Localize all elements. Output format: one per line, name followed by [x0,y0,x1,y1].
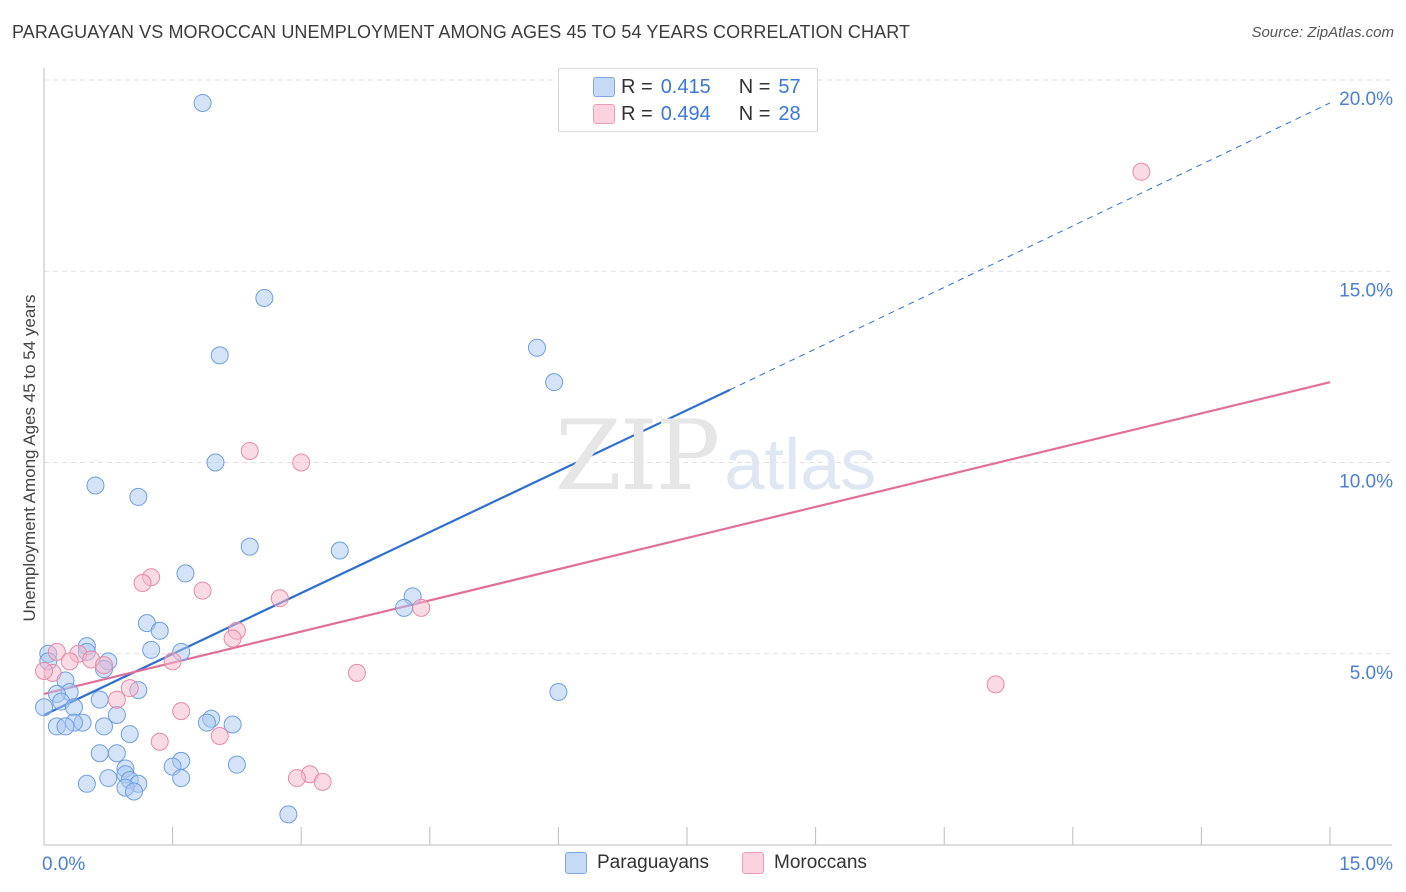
legend-swatch-paraguayans [565,852,587,874]
point-paraguayans [129,487,148,506]
legend-label-moroccans: Moroccans [774,852,867,873]
legend-n-value: 28 [778,102,801,125]
point-moroccans [240,442,259,461]
point-paraguayans [549,683,568,701]
point-moroccans [107,690,126,709]
point-paraguayans [125,782,144,801]
point-moroccans [287,769,306,788]
legend-r-label: R = [621,75,653,98]
chart-title: PARAGUAYAN VS MOROCCAN UNEMPLOYMENT AMON… [12,22,911,42]
point-paraguayans [56,717,75,736]
point-moroccans [133,573,152,592]
point-paraguayans [223,715,242,734]
legend-row-moroccans: R = 0.494 N = 28 [593,102,801,126]
y-tick-label: 5.0% [1350,663,1393,684]
point-paraguayans [395,598,414,617]
legend-swatch-paraguayans [593,77,615,97]
point-paraguayans [90,690,109,709]
point-moroccans [60,652,79,671]
point-paraguayans [95,717,114,736]
y-tick-label: 20.0% [1339,89,1393,110]
legend-item-moroccans: Moroccans [742,852,867,874]
point-paraguayans [255,289,274,308]
point-paraguayans [197,713,216,732]
point-paraguayans [330,541,349,560]
y-tick-labels: 5.0% 10.0% 15.0% 20.0% [1339,89,1393,684]
legend-label-paraguayans: Paraguayans [597,852,709,873]
point-moroccans [270,589,289,608]
point-moroccans [412,598,431,617]
point-paraguayans [65,698,84,717]
y-tick-label: 15.0% [1339,280,1393,301]
legend-n-value: 57 [778,75,801,98]
point-paraguayans [120,725,139,744]
trend-line-moroccans [43,381,1331,695]
point-moroccans [163,652,182,671]
x-tick-label: 15.0% [1339,854,1393,875]
legend-r-value: 0.494 [660,102,711,125]
point-paraguayans [206,453,225,472]
point-moroccans [47,642,66,661]
legend-r-label: R = [621,102,653,125]
point-paraguayans [35,698,53,717]
point-paraguayans [107,744,126,763]
watermark-atlas: atlas [724,425,877,505]
series-legend: Paraguayans Moroccans [0,852,1406,878]
point-paraguayans [77,774,96,793]
point-paraguayans [545,373,564,392]
legend-n-label: N = [738,102,771,125]
point-paraguayans [176,564,195,583]
x-tick-labels: 0.0% 15.0% [42,854,1393,875]
legend-row-paraguayans: R = 0.415 N = 57 [593,75,801,99]
y-tick-label: 10.0% [1339,472,1393,493]
point-moroccans [120,679,139,698]
trend-lines [43,102,1331,716]
point-moroccans [292,453,311,472]
point-paraguayans [279,805,298,824]
point-paraguayans [90,744,109,763]
point-moroccans [193,581,212,600]
point-paraguayans [150,621,169,640]
point-paraguayans [240,537,259,556]
point-moroccans [1132,162,1151,181]
y-axis-label: Unemployment Among Ages 45 to 54 years [20,294,39,622]
data-points [35,93,1151,824]
point-moroccans [313,772,332,791]
point-paraguayans [142,640,161,659]
point-moroccans [223,629,242,648]
point-paraguayans [99,769,118,788]
point-paraguayans [210,346,229,365]
correlation-legend: R = 0.415 N = 57 R = 0.494 N = 28 [558,68,818,132]
point-moroccans [95,656,114,675]
gridlines [44,79,1392,655]
legend-swatch-moroccans [742,852,764,874]
point-paraguayans [227,755,246,774]
legend-item-paraguayans: Paraguayans [565,852,709,874]
x-tick-label: 0.0% [42,854,85,875]
trend-extension-paraguayans [729,102,1331,391]
point-paraguayans [172,769,191,788]
point-moroccans [986,675,1005,694]
point-paraguayans [86,476,105,495]
point-moroccans [347,663,366,682]
source-credit: Source: ZipAtlas.com [1251,24,1394,41]
legend-r-value: 0.415 [660,75,711,98]
point-moroccans [150,732,169,751]
point-moroccans [35,661,53,680]
point-moroccans [172,702,191,721]
legend-n-label: N = [738,75,771,98]
point-moroccans [210,726,229,745]
watermark-zip: ZIP [555,400,720,512]
legend-swatch-moroccans [593,104,615,124]
watermark: ZIPatlas [555,400,876,512]
point-paraguayans [527,338,546,357]
point-paraguayans [193,93,212,112]
trend-line-paraguayans [43,388,731,716]
